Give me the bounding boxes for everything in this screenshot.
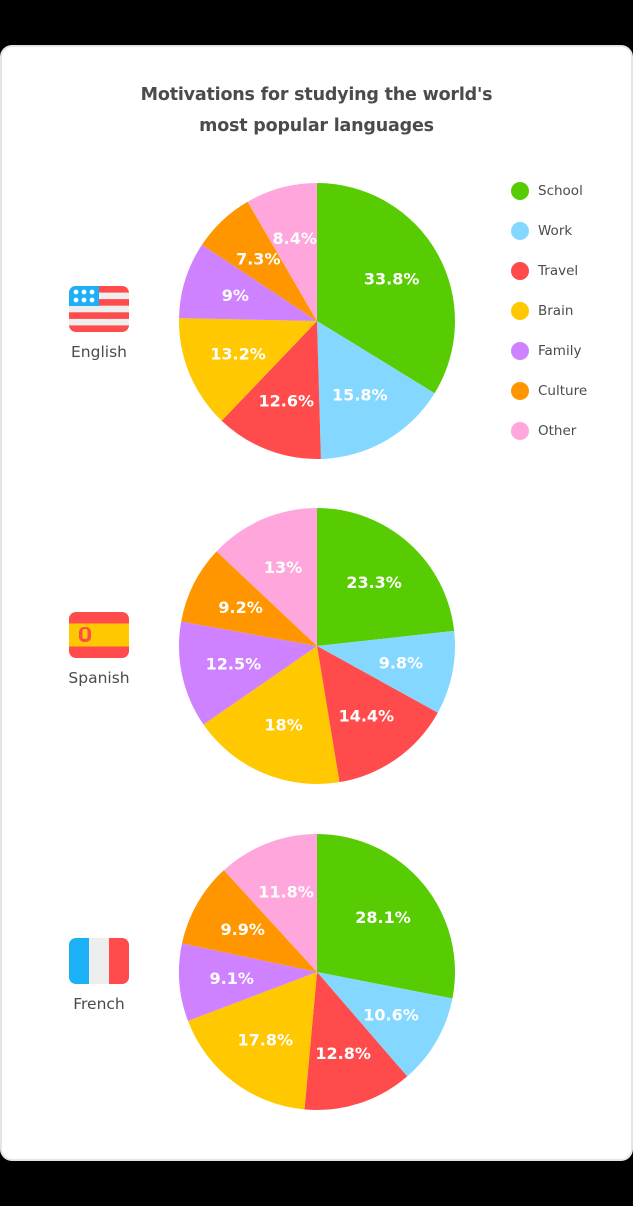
france-flag-icon bbox=[69, 938, 129, 984]
pie-slice-culture bbox=[181, 551, 317, 646]
pie-slice-family bbox=[179, 244, 317, 321]
pie-chart-english: 33.8% 15.8% 12.6% 13.2% 9% 7.3% 8.4% bbox=[177, 181, 457, 461]
pie-label-work: 15.8% bbox=[332, 386, 388, 405]
language-name-english: English bbox=[71, 343, 127, 361]
chart-title-line-2: most popular languages bbox=[199, 116, 434, 136]
pie-slice-culture bbox=[201, 201, 317, 321]
legend-item-family: Family bbox=[511, 341, 631, 381]
language-spanish: Spanish bbox=[48, 612, 150, 688]
pie-label-travel: 12.8% bbox=[315, 1044, 371, 1063]
language-name-spanish: Spanish bbox=[68, 669, 130, 687]
pie-chart-spanish: 23.3% 9.8% 14.4% 18% 12.5% 9.2% 13% bbox=[177, 506, 457, 786]
legend-label-family: Family bbox=[538, 343, 582, 359]
legend-swatch-brain bbox=[511, 302, 529, 320]
legend-swatch-other bbox=[511, 422, 529, 440]
legend-label-school: School bbox=[538, 183, 583, 199]
legend-label-work: Work bbox=[538, 223, 573, 239]
pie-slice-other bbox=[247, 183, 317, 321]
legend-item-school: School bbox=[511, 181, 631, 221]
pie-slice-other bbox=[223, 834, 317, 972]
pie-label-travel: 14.4% bbox=[339, 706, 395, 725]
pie-label-culture: 7.3% bbox=[236, 249, 280, 268]
pie-slice-travel bbox=[304, 972, 408, 1110]
pie-label-brain: 17.8% bbox=[237, 1031, 293, 1050]
pie-label-brain: 18% bbox=[264, 715, 302, 734]
pie-label-school: 23.3% bbox=[346, 573, 402, 592]
pie-slice-brain bbox=[203, 646, 340, 784]
legend-item-work: Work bbox=[511, 221, 631, 261]
pie-slice-school bbox=[317, 834, 455, 999]
pie-label-family: 12.5% bbox=[206, 655, 262, 674]
pie-slice-family bbox=[179, 621, 317, 725]
legend-label-other: Other bbox=[538, 423, 577, 439]
chart-title: Motivations for studying the world's mos… bbox=[0, 80, 633, 142]
pie-slice-school bbox=[317, 183, 456, 394]
pie-slice-work bbox=[317, 972, 453, 1077]
pie-label-school: 33.8% bbox=[364, 270, 420, 289]
language-french: French bbox=[48, 938, 150, 1014]
us-flag-icon bbox=[69, 286, 129, 332]
pie-slice-school bbox=[317, 508, 455, 646]
chart-title-line-1: Motivations for studying the world's bbox=[140, 85, 493, 105]
pie-label-brain: 13.2% bbox=[210, 344, 266, 363]
pie-slice-brain bbox=[179, 318, 317, 421]
pie-slice-culture bbox=[181, 870, 317, 972]
legend: School Work Travel Brain Family Culture … bbox=[511, 181, 631, 461]
legend-label-culture: Culture bbox=[538, 383, 588, 399]
pie-label-culture: 9.9% bbox=[221, 920, 265, 939]
pie-label-family: 9.1% bbox=[210, 969, 254, 988]
pie-label-family: 9% bbox=[222, 286, 249, 305]
legend-swatch-travel bbox=[511, 262, 529, 280]
pie-slice-other bbox=[216, 508, 317, 646]
pie-slice-brain bbox=[187, 972, 317, 1110]
legend-swatch-culture bbox=[511, 382, 529, 400]
pie-chart-french: 28.1% 10.6% 12.8% 17.8% 9.1% 9.9% 11.8% bbox=[177, 832, 457, 1112]
pie-label-other: 8.4% bbox=[273, 229, 317, 248]
legend-label-travel: Travel bbox=[538, 263, 579, 279]
legend-item-other: Other bbox=[511, 421, 631, 461]
legend-item-culture: Culture bbox=[511, 381, 631, 421]
pie-label-other: 13% bbox=[264, 558, 302, 577]
pie-label-school: 28.1% bbox=[355, 908, 411, 927]
pie-label-work: 10.6% bbox=[363, 1005, 419, 1024]
pie-label-travel: 12.6% bbox=[259, 391, 315, 410]
legend-swatch-work bbox=[511, 222, 529, 240]
pie-slice-work bbox=[317, 630, 455, 713]
pie-label-other: 11.8% bbox=[258, 883, 314, 902]
legend-item-brain: Brain bbox=[511, 301, 631, 341]
legend-item-travel: Travel bbox=[511, 261, 631, 301]
legend-swatch-family bbox=[511, 342, 529, 360]
pie-slice-work bbox=[317, 321, 435, 459]
spain-flag-icon bbox=[69, 612, 129, 658]
legend-label-brain: Brain bbox=[538, 303, 574, 319]
pie-slice-travel bbox=[221, 321, 321, 459]
language-name-french: French bbox=[73, 995, 125, 1013]
pie-slice-travel bbox=[317, 646, 438, 783]
pie-label-culture: 9.2% bbox=[218, 598, 262, 617]
language-english: English bbox=[48, 286, 150, 362]
pie-slice-family bbox=[179, 943, 317, 1021]
legend-swatch-school bbox=[511, 182, 529, 200]
pie-label-work: 9.8% bbox=[379, 653, 423, 672]
